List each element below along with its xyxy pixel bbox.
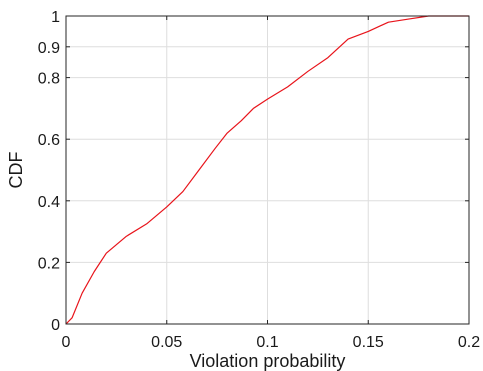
- x-tick-label: 0.2: [458, 334, 480, 351]
- y-tick-label: 0.2: [38, 255, 60, 272]
- y-tick-label: 0.6: [38, 132, 60, 149]
- ticks: 0 0.05 0.1 0.15 0.2 0 0.2 0.4 0.6 0.8 0.9 1: [38, 9, 480, 351]
- y-tick-label: 0.4: [38, 194, 60, 211]
- y-tick-label: 0.9: [38, 40, 60, 57]
- y-tick-label: 0: [51, 317, 60, 334]
- y-tick-label: 0.8: [38, 71, 60, 88]
- y-tick-label: 1: [51, 9, 60, 26]
- series-layer: [65, 15, 469, 325]
- x-tick-label: 0.05: [151, 334, 182, 351]
- x-tick-label: 0: [62, 334, 71, 351]
- grid: [65, 15, 470, 325]
- y-axis-label: CDF: [6, 152, 26, 189]
- x-tick-label: 0.1: [256, 334, 278, 351]
- x-tick-label: 0.15: [353, 334, 384, 351]
- cdf-line: [65, 15, 469, 325]
- x-axis-label: Violation probability: [190, 351, 346, 371]
